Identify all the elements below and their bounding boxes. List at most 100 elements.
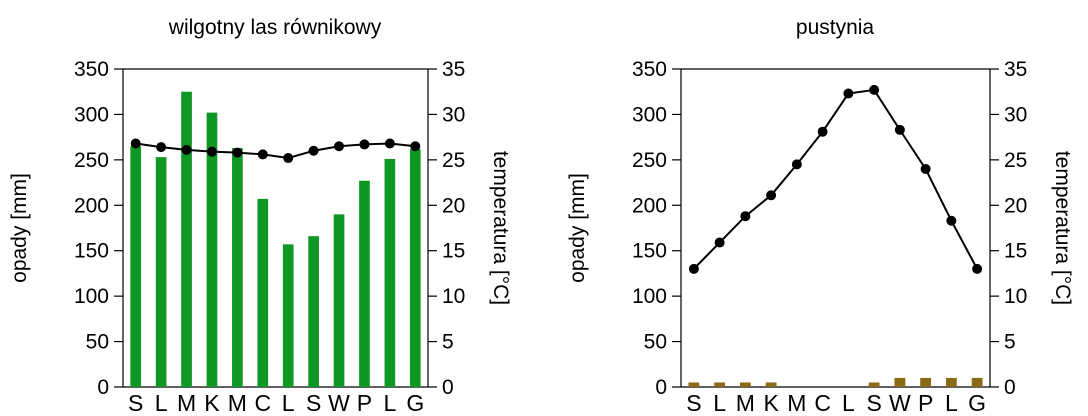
precipitation-bar <box>409 148 421 387</box>
precipitation-bar <box>945 377 957 387</box>
temperature-point <box>740 211 751 222</box>
category-label: L <box>842 390 855 416</box>
category-label: P <box>918 390 933 416</box>
precipitation-bar <box>920 377 932 387</box>
temperature-point <box>817 126 828 137</box>
temperature-point <box>843 88 854 99</box>
precipitation-bar <box>155 157 167 387</box>
temperature-point <box>688 263 699 274</box>
left-tick-label: 100 <box>632 285 667 308</box>
precipitation-bar <box>765 382 777 387</box>
y-axis-label: opady [mm] <box>8 173 31 283</box>
precipitation-bar <box>282 244 294 387</box>
left-tick-label: 0 <box>97 376 109 399</box>
left-tick-label: 200 <box>74 194 109 217</box>
temperature-point <box>257 149 268 160</box>
precipitation-bar <box>971 377 983 387</box>
right-tick-label: 15 <box>442 240 465 263</box>
category-label: M <box>736 390 755 416</box>
category-label: S <box>306 390 321 416</box>
left-tick-label: 300 <box>632 103 667 126</box>
precipitation-bar <box>130 146 142 387</box>
precipitation-bar <box>232 148 243 387</box>
category-label: G <box>968 390 986 416</box>
chart-title: wilgotny las równikowy <box>168 16 382 39</box>
category-label: K <box>763 390 779 416</box>
temperature-point <box>791 159 802 170</box>
precipitation-bar <box>688 382 700 387</box>
temperature-point <box>359 139 370 150</box>
y2-axis-label: temperatura [°C] <box>489 151 512 305</box>
temperature-point <box>894 124 905 135</box>
left-tick-label: 200 <box>632 194 667 217</box>
category-label: P <box>357 390 372 416</box>
category-label: W <box>328 390 350 416</box>
right-tick-label: 0 <box>442 376 454 399</box>
temperature-point <box>766 190 777 201</box>
category-label: M <box>787 390 806 416</box>
category-label: G <box>406 390 424 416</box>
y-axis-label: opady [mm] <box>566 173 589 283</box>
right-tick-label: 25 <box>1004 149 1027 172</box>
category-label: S <box>128 390 143 416</box>
right-tick-label: 15 <box>1004 240 1027 263</box>
right-tick-label: 35 <box>1004 58 1027 81</box>
left-tick-label: 50 <box>86 331 109 354</box>
precipitation-bar <box>359 180 370 387</box>
left-tick-label: 150 <box>632 240 667 263</box>
temperature-point <box>181 144 192 155</box>
left-tick-label: 250 <box>632 149 667 172</box>
temperature-point <box>283 153 294 164</box>
category-label: C <box>814 390 831 416</box>
temperature-line <box>135 142 416 160</box>
y2-axis-label: temperatura [°C] <box>1051 151 1074 305</box>
left-tick-label: 350 <box>632 58 667 81</box>
precipitation-bar <box>868 382 880 387</box>
category-label: M <box>228 390 247 416</box>
temperature-line <box>693 88 979 270</box>
temperature-point <box>232 147 243 158</box>
precipitation-bar <box>181 91 192 387</box>
right-tick-label: 30 <box>1004 103 1027 126</box>
temperature-point <box>206 146 217 157</box>
chart-2: pustynia 0 50 100 150 200 250 300 350 0 5 10 15 20 25 3… <box>566 16 1074 416</box>
left-tick-label: 250 <box>74 149 109 172</box>
left-tick-label: 150 <box>74 240 109 263</box>
right-tick-label: 0 <box>1004 376 1016 399</box>
right-tick-label: 20 <box>1004 194 1027 217</box>
precipitation-bar <box>739 382 751 387</box>
temperature-point <box>869 84 880 95</box>
temperature-point <box>308 145 319 156</box>
temperature-point <box>156 142 167 153</box>
left-tick-label: 100 <box>74 285 109 308</box>
precipitation-bar <box>384 158 396 387</box>
right-tick-label: 5 <box>442 331 454 354</box>
right-tick-label: 25 <box>442 149 465 172</box>
chart-title: pustynia <box>796 16 875 39</box>
left-tick-label: 50 <box>644 331 667 354</box>
temperature-point <box>384 138 395 149</box>
right-tick-label: 30 <box>442 103 465 126</box>
category-label: W <box>889 390 911 416</box>
temperature-point <box>334 141 345 152</box>
precipitation-bar <box>714 382 726 387</box>
category-label: M <box>177 390 196 416</box>
precipitation-bar <box>308 236 319 387</box>
right-tick-label: 20 <box>442 194 465 217</box>
temperature-point <box>920 163 931 174</box>
temperature-point <box>972 263 983 274</box>
right-tick-label: 10 <box>1004 285 1027 308</box>
temperature-point <box>410 141 421 152</box>
category-label: L <box>945 390 958 416</box>
right-tick-label: 5 <box>1004 331 1016 354</box>
category-label: L <box>383 390 396 416</box>
category-label: S <box>866 390 881 416</box>
right-tick-label: 35 <box>442 58 465 81</box>
chart-1: wilgotny las równikowy050100150200250300… <box>8 16 512 416</box>
left-tick-label: 350 <box>74 58 109 81</box>
precipitation-bar <box>257 198 269 387</box>
precipitation-bar <box>333 214 345 387</box>
category-label: C <box>254 390 271 416</box>
temperature-point <box>946 215 957 226</box>
